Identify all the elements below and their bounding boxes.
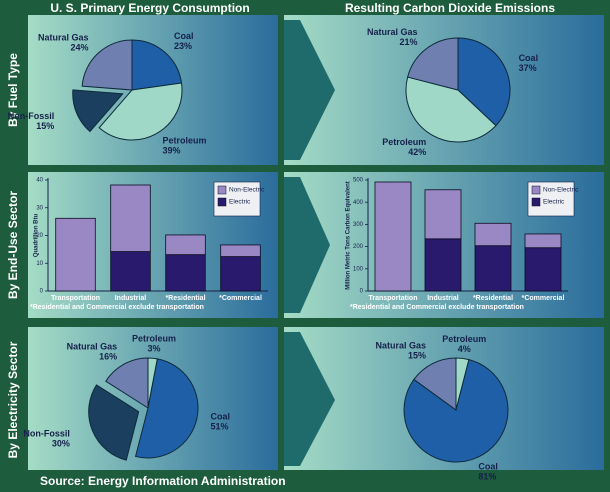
bar-segment — [55, 217, 96, 292]
bar-segment — [374, 181, 412, 292]
pie-slice — [72, 89, 124, 133]
x-tick-label: Industrial — [115, 295, 147, 302]
pie-slice — [88, 384, 140, 461]
x-tick-label: *Residential — [165, 295, 205, 302]
arrow — [284, 332, 335, 466]
pie-slice — [407, 37, 459, 91]
slice-label: Petroleum — [132, 334, 176, 344]
pie-slice — [105, 357, 149, 409]
slice-label: Natural Gas — [376, 341, 427, 351]
legend-label: Electric — [229, 199, 251, 206]
x-tick-label: *Commercial — [522, 295, 565, 302]
y-tick-label: 0 — [360, 289, 364, 295]
slice-label: Non-Fossil — [23, 428, 70, 438]
pie-slice — [81, 39, 133, 91]
legend-swatch — [531, 197, 541, 207]
slice-value: 15% — [408, 351, 426, 361]
y-tick-label: 0 — [40, 289, 44, 295]
slice-label: Petroleum — [163, 136, 207, 146]
y-tick-label: 30 — [36, 205, 43, 211]
x-tick-label: Transportation — [368, 295, 417, 302]
slice-label: Coal — [478, 461, 498, 471]
pie-slice — [413, 357, 457, 411]
slice-label: Coal — [519, 53, 539, 63]
slice-value: 15% — [36, 121, 54, 131]
bar-segment — [474, 245, 512, 292]
row-label: By End-Use Sector — [6, 191, 20, 299]
pie-slice — [98, 82, 183, 141]
slice-value: 21% — [400, 37, 418, 47]
legend-swatch — [217, 185, 227, 195]
note: *Residential and Commercial exclude tran… — [30, 304, 204, 311]
x-tick-label: *Residential — [473, 295, 513, 302]
slice-label: Coal — [174, 31, 194, 41]
legend-label: Electric — [543, 199, 565, 206]
bar-segment — [424, 238, 462, 292]
slice-value: 51% — [210, 421, 228, 431]
y-tick-label: 10 — [36, 261, 43, 267]
row-label: By Fuel Type — [6, 53, 20, 127]
y-tick-label: 100 — [353, 266, 364, 272]
x-tick-label: *Commercial — [219, 295, 262, 302]
row-label: By Electricity Sector — [6, 341, 20, 458]
pie-slice — [134, 358, 199, 459]
slice-value: 39% — [163, 146, 181, 156]
slice-value: 3% — [148, 344, 161, 354]
slice-value: 24% — [71, 42, 89, 52]
bar-segment — [165, 234, 206, 256]
column-title: Resulting Carbon Dioxide Emissions — [345, 1, 555, 15]
bar-segment — [110, 184, 151, 252]
legend-label: Non-Electric — [229, 187, 265, 194]
y-tick-label: 500 — [353, 178, 364, 184]
slice-label: Non-Fossil — [8, 111, 55, 121]
bar-segment — [524, 247, 562, 292]
slice-value: 37% — [519, 63, 537, 73]
slice-label: Petroleum — [382, 137, 426, 147]
arrow — [284, 177, 330, 313]
y-axis-label: Million Metric Tons Carbon Equivalent — [346, 181, 352, 290]
legend-swatch — [217, 197, 227, 207]
bar-segment — [424, 189, 462, 240]
bar-segment — [524, 233, 562, 249]
arrow — [284, 20, 335, 160]
slice-label: Natural Gas — [67, 341, 118, 351]
slice-label: Natural Gas — [38, 32, 89, 42]
x-tick-label: Transportation — [51, 295, 100, 302]
x-tick-label: Industrial — [427, 295, 459, 302]
y-tick-label: 20 — [36, 233, 43, 239]
legend-swatch — [531, 185, 541, 195]
slice-label: Coal — [210, 411, 230, 421]
slice-value: 4% — [458, 344, 471, 354]
y-tick-label: 300 — [353, 222, 364, 228]
bar-segment — [474, 222, 512, 247]
slice-label: Natural Gas — [367, 27, 418, 37]
bar-segment — [220, 244, 261, 257]
slice-value: 30% — [52, 438, 70, 448]
y-axis-label: Quadrillion Btu — [34, 214, 40, 258]
pie-slice — [131, 39, 183, 91]
source: Source: Energy Information Administratio… — [40, 474, 286, 488]
slice-value: 42% — [408, 147, 426, 157]
column-title: U. S. Primary Energy Consumption — [50, 1, 249, 15]
pie-slice — [403, 359, 509, 463]
slice-value: 23% — [174, 41, 192, 51]
y-tick-label: 40 — [36, 178, 43, 184]
slice-label: Petroleum — [442, 334, 486, 344]
bar-segment — [165, 254, 206, 292]
y-tick-label: 400 — [353, 200, 364, 206]
pie-slice — [405, 76, 497, 143]
bar-segment — [220, 256, 261, 292]
note: *Residential and Commercial exclude tran… — [350, 304, 524, 311]
slice-value: 16% — [99, 351, 117, 361]
pie-slice — [457, 37, 511, 127]
legend-label: Non-Electric — [543, 187, 579, 194]
y-tick-label: 200 — [353, 244, 364, 250]
slice-value: 81% — [478, 471, 496, 481]
bar-segment — [110, 251, 151, 292]
